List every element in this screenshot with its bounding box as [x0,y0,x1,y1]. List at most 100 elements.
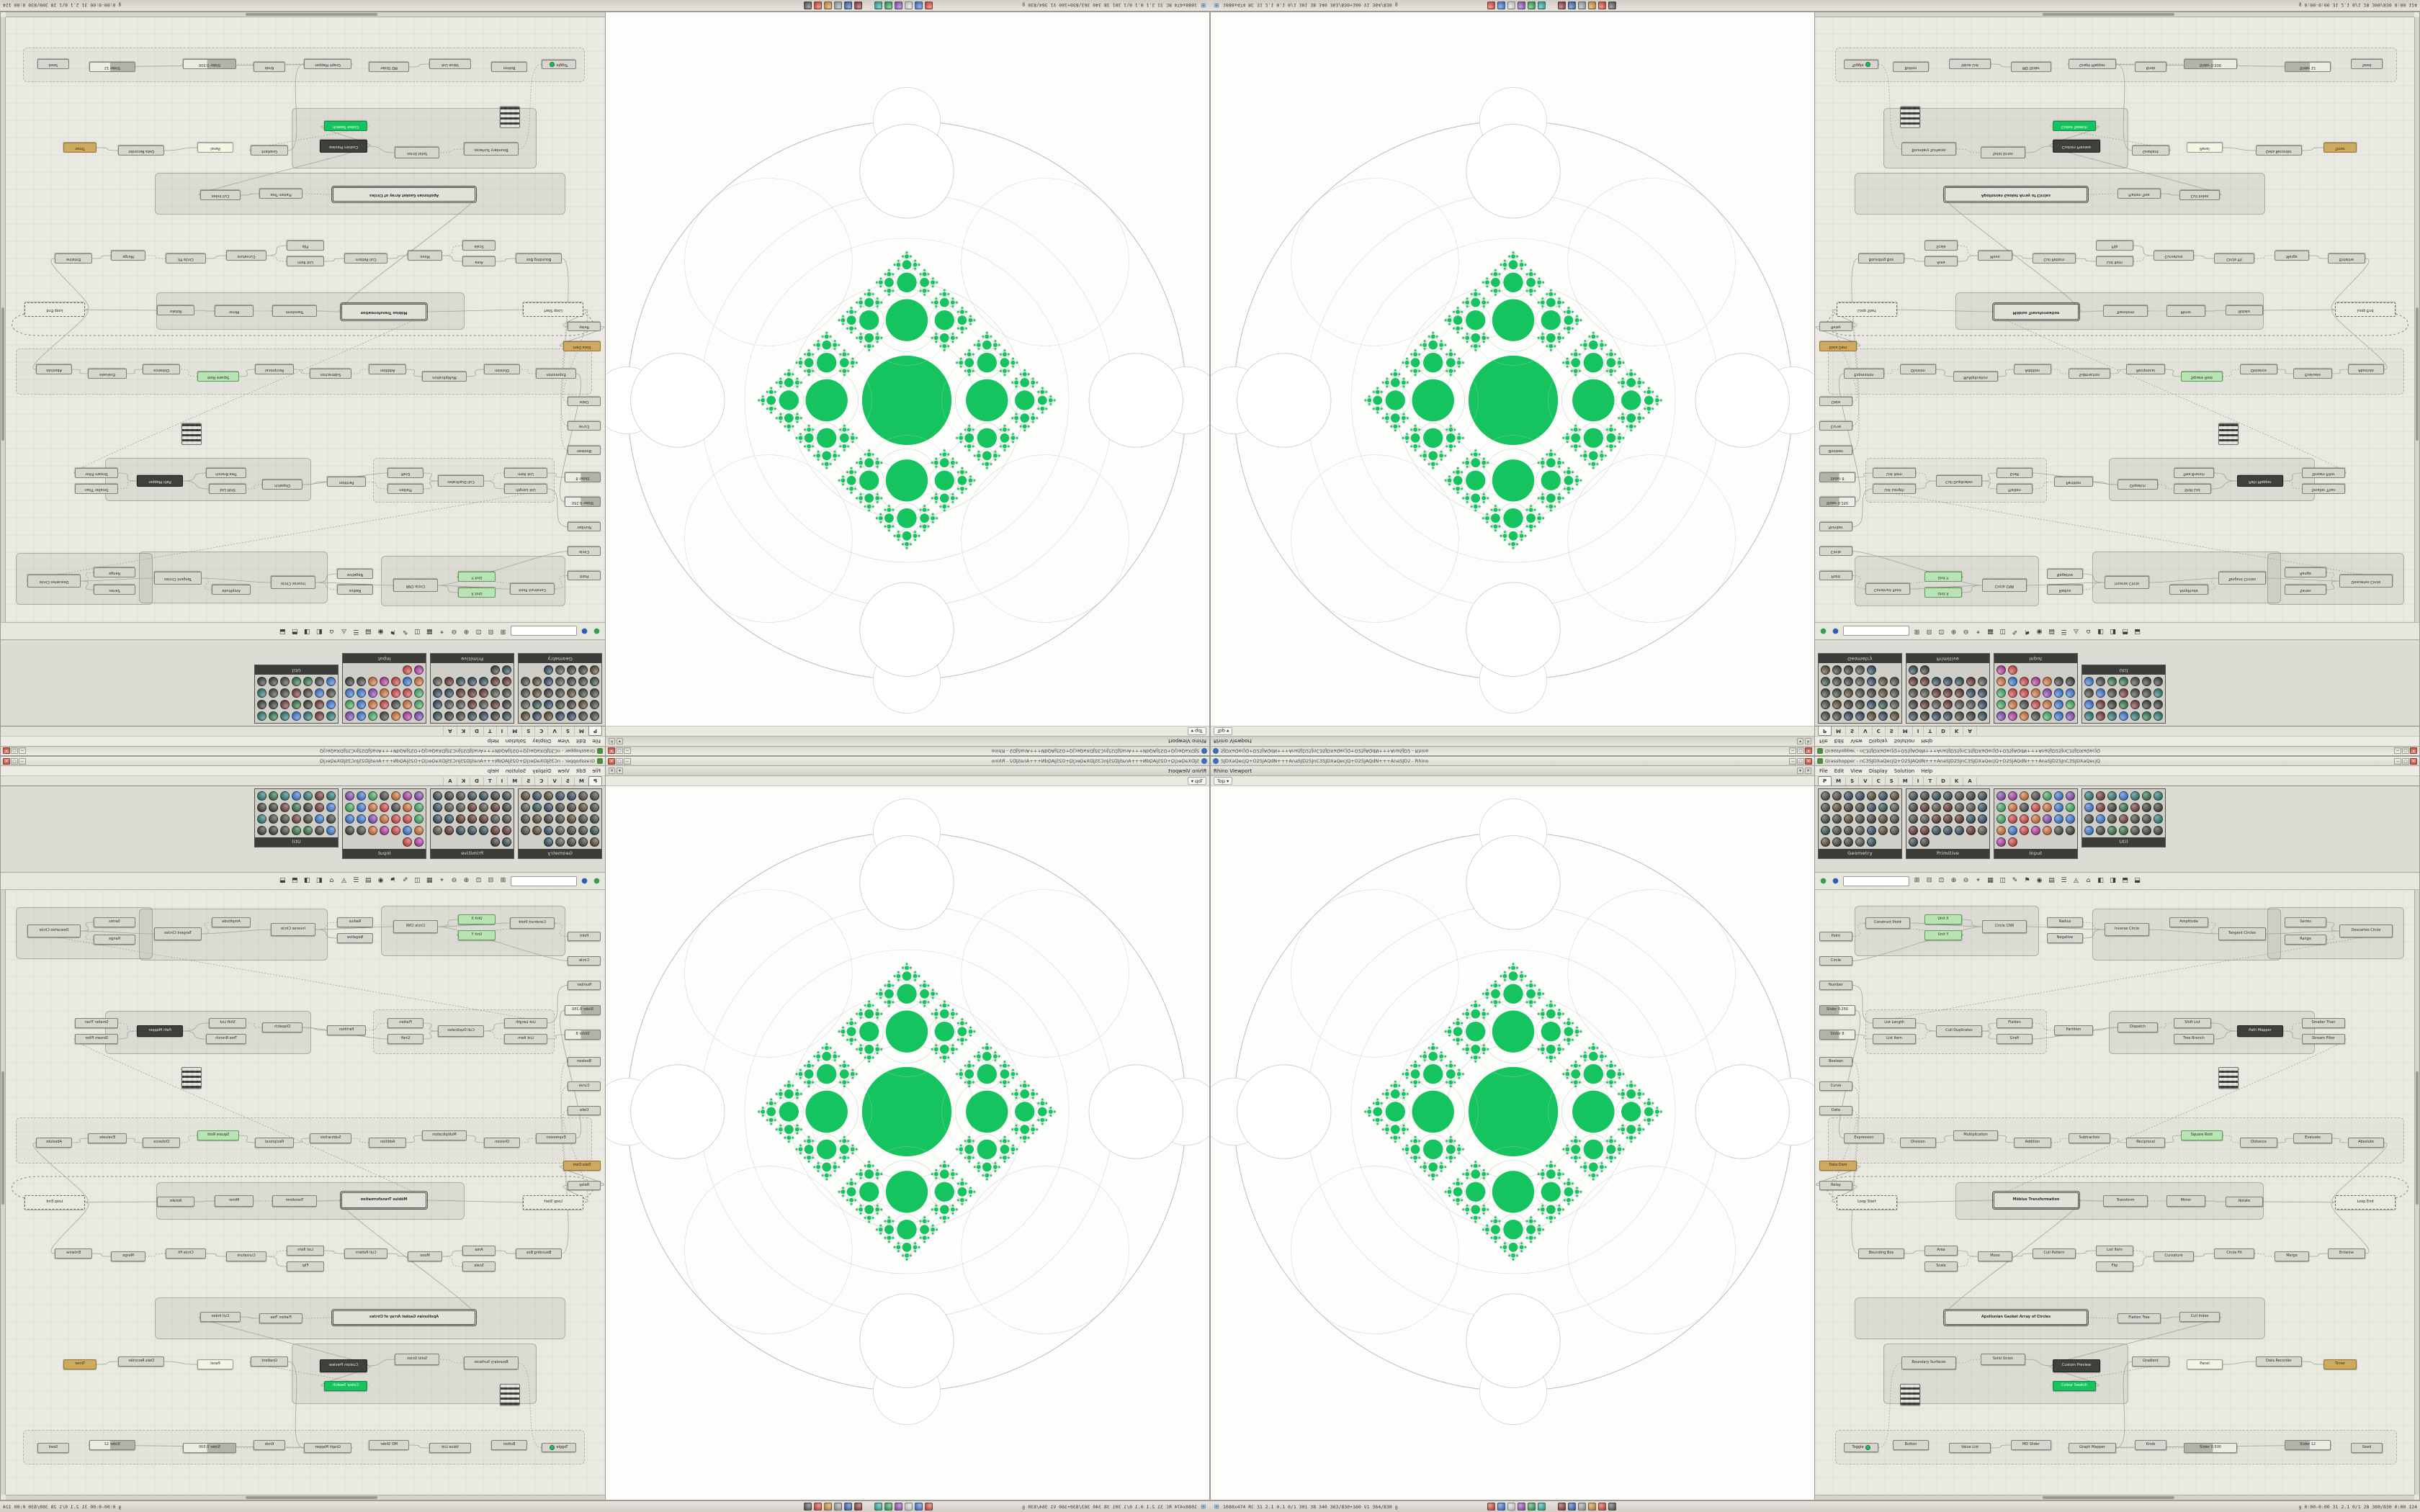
gh-node-subtraction[interactable]: Subtraction [310,1133,351,1143]
gh-node-division[interactable]: Division [1900,364,1936,374]
stepper-icon[interactable] [391,677,400,686]
maximize-button[interactable]: ▢ [616,747,623,755]
circular-arc-icon[interactable] [544,711,553,721]
preview-wireframe-icon[interactable]: ● [581,877,588,885]
tag-icon[interactable] [479,826,488,835]
gh-node-scale[interactable]: Scale [462,240,496,251]
shade-top-icon[interactable]: ⬒ [292,628,298,635]
cluster-output-icon[interactable] [269,711,278,721]
gh-node-point[interactable]: Point [568,571,601,580]
gh-node-negative[interactable]: Negative [337,569,373,579]
gh-node-relay[interactable]: Relay [1819,322,1852,331]
gh-node-scale[interactable]: Scale [1924,240,1958,251]
start-menu-icon[interactable]: ⊞ [1201,2,1206,9]
gh-node-partition[interactable]: Partition [327,477,366,487]
gh-node-expression[interactable]: Expression [1844,1133,1884,1143]
gh-node-custom-preview[interactable]: Custom Preview [2053,140,2100,153]
gh-node-addition[interactable]: Addition [2014,364,2051,374]
button-icon[interactable] [368,711,377,721]
gh-widget-node[interactable] [2218,1067,2238,1089]
gh-node-area[interactable]: Area [1924,256,1958,266]
gh-node-loop-end[interactable]: Loop End [2335,1195,2396,1210]
menu-icon[interactable]: ☰ [353,877,359,884]
colour-swatch-icon[interactable] [2031,700,2040,709]
graph-mapper-icon[interactable] [414,803,424,812]
matrix-icon[interactable] [433,700,442,709]
list-view-icon[interactable]: ▤ [365,877,372,884]
gh-node-tree-branch[interactable]: Tree Branch [206,468,246,478]
gh-node-transform[interactable]: Transform [2103,1195,2148,1207]
menu-item-edit[interactable]: Edit [1834,768,1845,774]
import-3dm-icon[interactable] [1996,688,2006,698]
gh-node-construct-point[interactable]: Construct Point [1865,917,1910,929]
gh-node-cull-index[interactable]: Cull Index [2179,190,2220,200]
tab-sets[interactable]: S [1846,726,1860,735]
taskbar-app-icon[interactable] [905,1,913,9]
gh-node-slider-8[interactable]: Slider 8 [1819,472,1855,482]
shape-icon[interactable] [1821,665,1830,675]
gh-node-circle-fit[interactable]: Circle Fit [2214,253,2254,264]
joystick-icon[interactable] [2031,826,2040,835]
lattice-icon[interactable] [567,665,576,675]
grid-icon[interactable]: ▦ [1987,877,1994,884]
minimize-button[interactable]: ─ [19,757,26,765]
stepper-icon[interactable] [2020,677,2029,686]
tuple-icon[interactable] [490,826,500,835]
new-document-icon[interactable]: ⊞ [500,628,506,635]
taskbar-app-icon[interactable] [1557,1503,1566,1511]
number-icon[interactable] [479,791,488,801]
lattice-icon[interactable] [1844,665,1853,675]
gh-node-expression[interactable]: Expression [536,369,576,379]
zoom-extents-icon[interactable]: ⌖ [1976,628,1981,635]
taskbar-app-icon[interactable] [1567,1,1576,9]
panel-close-button[interactable]: ✕ [1805,738,1811,744]
tag-icon[interactable] [479,677,488,686]
tab-kangaroo[interactable]: K [456,777,470,786]
gh-node-addition[interactable]: Addition [2014,1138,2051,1148]
index-icon[interactable] [502,826,511,835]
telepathy-in-icon[interactable] [2154,700,2163,709]
gh-node-tree-branch[interactable]: Tree Branch [206,1034,246,1044]
relay-icon[interactable] [2084,791,2094,801]
file-path-icon[interactable] [467,700,477,709]
stop-icon[interactable] [303,826,313,835]
gh-node-circle[interactable]: Circle [1819,956,1852,966]
graph-mapper-icon[interactable] [1996,803,2006,812]
tab-vector[interactable]: V [1859,726,1873,735]
field-icon[interactable] [1832,814,1842,824]
gh-node-data-recorder[interactable]: Data Recorder [118,145,164,156]
slider-rail-icon[interactable] [1996,665,2006,675]
spy-icon[interactable] [257,826,266,835]
tab-display[interactable]: D [1937,777,1950,786]
tab-vector[interactable]: V [547,777,561,786]
circular-arc-icon[interactable] [1867,711,1876,721]
gh-node-md-slider[interactable]: MD Slider [2011,1440,2051,1450]
gh-node-colour-swatch[interactable]: Colour Swatch [2053,121,2096,131]
keypad-icon[interactable] [368,677,377,686]
gh-node-button[interactable]: Button [1893,1440,1929,1450]
boolean-toggle-icon[interactable] [2031,711,2040,721]
token-icon[interactable] [433,826,442,835]
panel-close-button[interactable]: ✕ [609,768,615,774]
cluster-input-icon[interactable] [2130,711,2140,721]
cell-icon[interactable] [544,665,553,675]
complex-icon[interactable] [467,791,477,801]
number-slider-icon[interactable] [1996,791,2006,801]
guid-icon[interactable] [456,803,465,812]
gh-node-cull-pattern[interactable]: Cull Pattern [2033,253,2076,264]
mesh-face-icon[interactable] [578,826,588,835]
gh-node-inverse-circle[interactable]: Inverse Circle [2105,576,2149,589]
unit-icon[interactable] [502,665,511,675]
colour-wheel-icon[interactable] [368,700,377,709]
value-list-icon[interactable] [2020,791,2029,801]
colour-picker-icon[interactable] [2020,803,2029,812]
item-picker-icon[interactable] [2066,688,2075,698]
circle-icon[interactable] [555,791,565,801]
gh-node-flatten[interactable]: Flatten [387,484,424,494]
grasshopper-canvas[interactable]: Construct Point Unit X Unit Y Circle CNR Rad… [1815,890,2419,1500]
cluster-input-icon[interactable] [280,791,290,801]
scribble-icon[interactable] [2119,700,2128,709]
glyph-icon[interactable] [1966,826,1976,835]
gh-node-unit-y[interactable]: Unit Y [458,572,496,582]
point-cloud-icon[interactable] [1844,826,1853,835]
